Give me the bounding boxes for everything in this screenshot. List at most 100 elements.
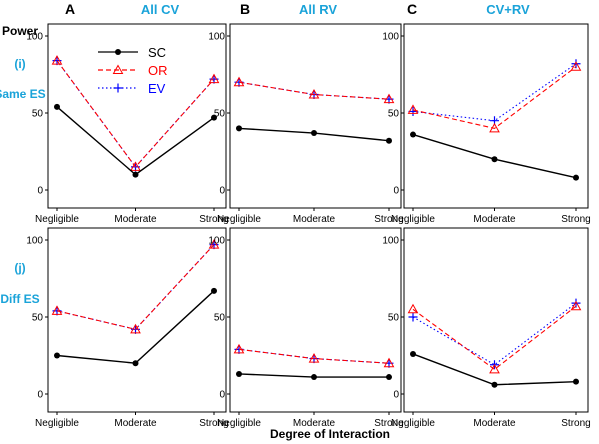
x-tick-label: Negligible [217,214,261,225]
column-title-c: CV+RV [486,2,530,17]
y-tick-label: 50 [214,313,226,324]
data-point-or [208,73,220,84]
series-line-or [412,66,577,129]
legend-marker [112,64,124,74]
x-tick-label: Negligible [35,214,79,225]
panel-frame [229,227,402,413]
data-point-sc [573,378,579,385]
x-tick-label: Strong [199,214,228,225]
series-ev [408,298,581,370]
row-label-i: Same ES [0,87,46,101]
panel-b-j-: 0 50 100 Negligible Moderate Strong [208,227,404,429]
legend-label: EV [148,81,166,96]
data-point-or [208,239,220,249]
panel-frame [47,227,227,413]
data-point-or [570,61,582,71]
panel-frame [47,23,227,209]
column-title-a: All CV [141,2,180,17]
y-tick-label: 50 [388,313,400,324]
x-tick-label: Strong [561,214,590,225]
data-point-or [308,89,320,99]
x-tick-label: Strong [374,214,403,225]
x-tick-label: Negligible [217,418,261,429]
data-point-or [308,353,320,363]
y-tick-label: 0 [393,390,399,401]
column-letter-b: B [240,1,250,17]
data-point-or [489,363,500,374]
series-or [51,55,220,171]
data-point-sc [573,174,579,181]
column-letter-a: A [65,1,75,17]
data-point-sc [54,352,60,359]
data-point-sc [311,130,317,137]
data-point-sc [386,374,392,381]
data-point-ev [408,312,418,322]
x-tick-label: Moderate [114,418,157,429]
data-point-sc [236,370,242,377]
y-tick-label: 50 [32,109,44,120]
data-point-or [130,323,141,334]
row-tag-j: (j) [14,261,25,275]
data-point-sc [211,287,217,294]
series-sc [236,125,392,144]
legend-item-sc: SC [98,45,166,60]
y-tick-label: 50 [32,313,44,324]
series-sc [236,370,392,381]
x-tick-label: Moderate [293,418,336,429]
data-point-or [130,161,141,171]
data-point-sc [236,125,242,132]
data-point-sc [410,350,416,357]
y-tick-label: 100 [26,236,43,247]
series-sc [410,350,579,388]
series-sc [410,131,579,181]
panel-c-j-: 0 50 100 Negligible Moderate Strong [382,227,591,429]
y-tick-label: 100 [382,32,399,43]
data-point-or [570,300,582,311]
data-point-ev [571,298,581,308]
legend-label: SC [148,45,166,60]
data-point-sc [386,137,392,144]
data-point-or [383,93,395,104]
row-tag-i: (i) [14,57,25,71]
panel-a-i-: 0 50 100 Negligible Moderate Strong [26,23,229,225]
data-point-or [51,55,63,65]
legend-marker [115,49,121,55]
panels: 0 50 100 Negligible Moderate Strong 0 50 100 Negl… [26,23,591,429]
series-or [407,300,582,374]
x-tick-label: Negligible [391,418,435,429]
data-point-ev [571,59,581,69]
data-point-or [383,357,395,368]
y-axis-label: Power [2,24,38,38]
y-tick-label: 100 [382,236,399,247]
series-sc [54,103,217,178]
x-axis-label: Degree of Interaction [270,427,390,441]
x-tick-label: Negligible [35,418,79,429]
series-sc [54,287,217,367]
data-point-or [233,76,245,87]
data-point-or [233,343,245,354]
series-line-or [238,348,390,364]
series-line-or [412,305,577,371]
panel-a-j-: 0 50 100 Negligible Moderate Strong [26,227,229,429]
panel-frame [403,23,589,209]
x-tick-label: Negligible [391,214,435,225]
y-tick-label: 50 [388,109,400,120]
data-point-or [51,305,63,315]
data-point-sc [132,360,139,367]
y-tick-label: 0 [219,390,225,401]
legend-item-or: OR [98,63,168,78]
y-tick-label: 100 [208,236,225,247]
legend-item-ev: EV [98,81,166,96]
column-title-b: All RV [299,2,337,17]
data-point-or [407,303,419,314]
panel-b-i-: 0 50 100 Negligible Moderate Strong [208,23,404,225]
series-or [51,239,220,334]
x-tick-label: Strong [199,418,228,429]
data-point-sc [211,114,217,121]
y-tick-label: 0 [37,186,43,197]
data-point-sc [491,381,498,388]
x-tick-label: Moderate [473,418,516,429]
data-point-sc [491,156,498,163]
series-line-ev [412,63,577,122]
